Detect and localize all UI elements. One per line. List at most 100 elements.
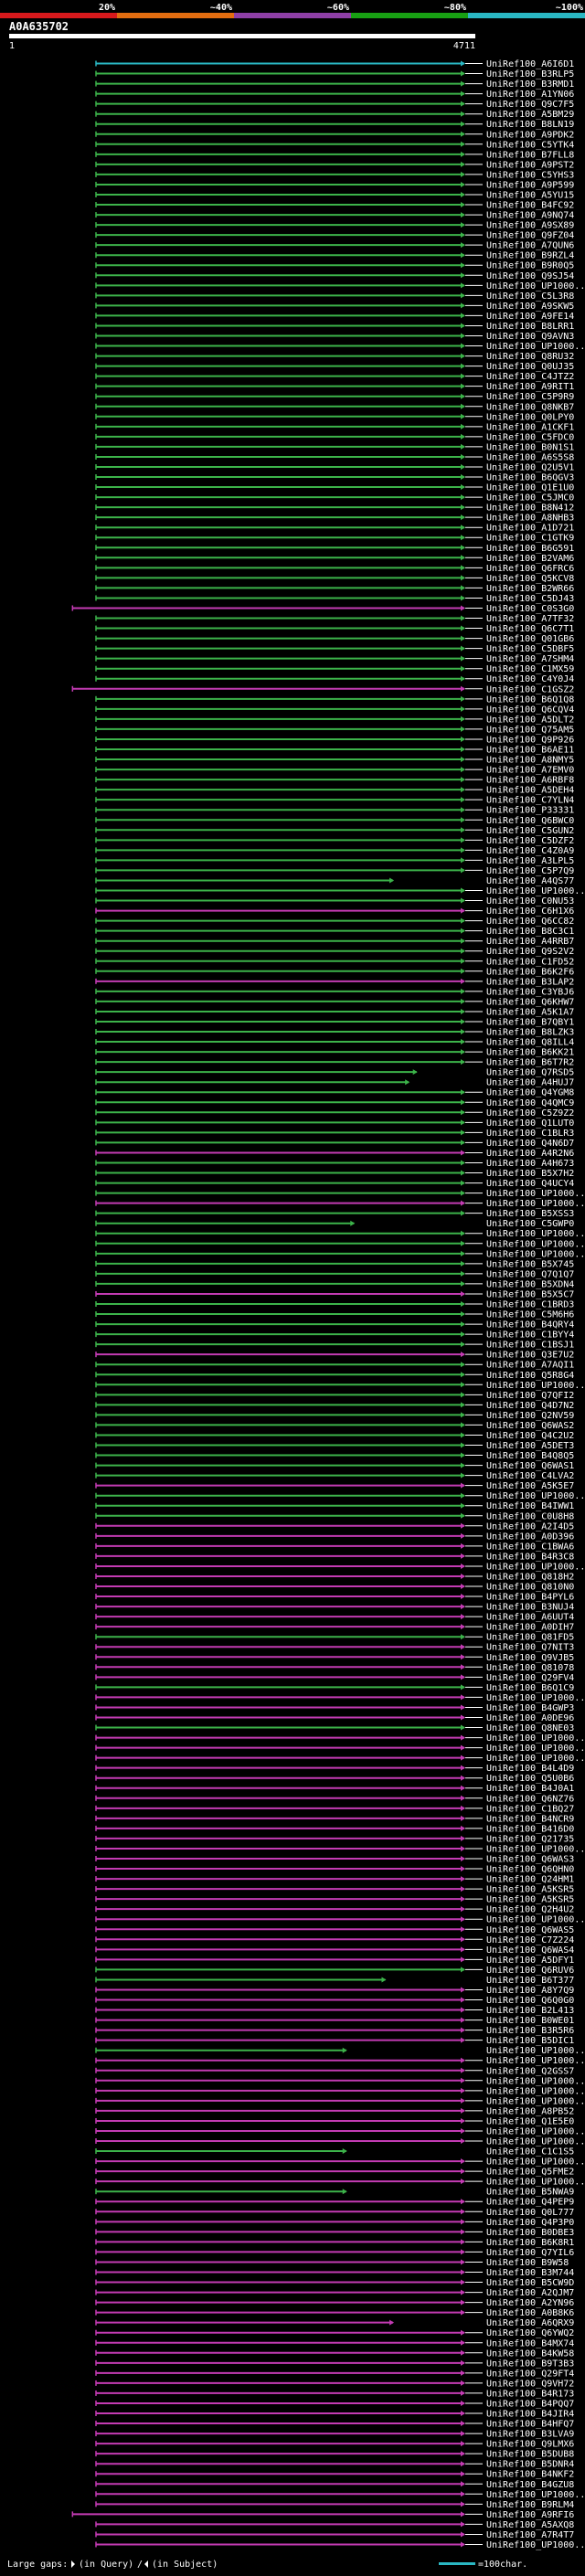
- hit-label[interactable]: UniRef100_Q6KHW7: [486, 997, 574, 1007]
- hit-label[interactable]: UniRef100_C3YBJ6: [486, 987, 574, 997]
- hit-label[interactable]: UniRef100_Q4PEP9: [486, 2198, 574, 2208]
- hit-label[interactable]: UniRef100_UP1000...: [486, 1754, 585, 1764]
- hit-label[interactable]: UniRef100_Q21735: [486, 1834, 574, 1844]
- hit-label[interactable]: UniRef100_Q9AVN3: [486, 332, 574, 342]
- hit-label[interactable]: UniRef100_Q6C7T1: [486, 624, 574, 634]
- hit-label[interactable]: UniRef100_A8NHB3: [486, 514, 574, 524]
- hit-label[interactable]: UniRef100_Q75AM5: [486, 725, 574, 735]
- hit-label[interactable]: UniRef100_Q5FME2: [486, 2168, 574, 2178]
- hit-label[interactable]: UniRef100_B4R3C8: [486, 1552, 574, 1562]
- hit-label[interactable]: UniRef100_B6QGV3: [486, 473, 574, 483]
- hit-label[interactable]: UniRef100_Q8RU32: [486, 352, 574, 362]
- hit-label[interactable]: UniRef100_A2YN96: [486, 2298, 574, 2308]
- hit-label[interactable]: UniRef100_C5L3R8: [486, 292, 574, 302]
- hit-label[interactable]: UniRef100_B9R0Q5: [486, 261, 574, 271]
- hit-label[interactable]: UniRef100_UP1000...: [486, 1915, 585, 1925]
- hit-label[interactable]: UniRef100_C1BSJ1: [486, 1341, 574, 1351]
- hit-label[interactable]: UniRef100_A9RIT1: [486, 382, 574, 392]
- hit-label[interactable]: UniRef100_Q0LPY0: [486, 412, 574, 422]
- hit-label[interactable]: UniRef100_B4MX74: [486, 2338, 574, 2348]
- hit-label[interactable]: UniRef100_A4QS77: [486, 876, 574, 886]
- hit-label[interactable]: UniRef100_UP1000...: [486, 2076, 585, 2086]
- hit-label[interactable]: UniRef100_B3M744: [486, 2268, 574, 2278]
- hit-label[interactable]: UniRef100_A6RBF8: [486, 776, 574, 786]
- hit-label[interactable]: UniRef100_Q1LUT0: [486, 1118, 574, 1129]
- hit-label[interactable]: UniRef100_Q6YWQ2: [486, 2328, 574, 2338]
- hit-label[interactable]: UniRef100_A5KSR5: [486, 1895, 574, 1905]
- hit-label[interactable]: UniRef100_C5FDC0: [486, 432, 574, 442]
- hit-label[interactable]: UniRef100_Q9P926: [486, 735, 574, 745]
- hit-label[interactable]: UniRef100_A5DET3: [486, 1441, 574, 1451]
- hit-label[interactable]: UniRef100_C1GTK9: [486, 534, 574, 544]
- hit-label[interactable]: UniRef100_Q3E7U2: [486, 1351, 574, 1361]
- hit-label[interactable]: UniRef100_UP1000...: [486, 1239, 585, 1249]
- hit-label[interactable]: UniRef100_UP1000...: [486, 2096, 585, 2106]
- hit-label[interactable]: UniRef100_UP1000...: [486, 1844, 585, 1854]
- hit-label[interactable]: UniRef100_B4L4D9: [486, 1764, 574, 1774]
- hit-label[interactable]: UniRef100_B4Q8Q5: [486, 1451, 574, 1461]
- hit-label[interactable]: UniRef100_C6H1X6: [486, 906, 574, 917]
- hit-label[interactable]: UniRef100_C0U8H8: [486, 1511, 574, 1521]
- hit-label[interactable]: UniRef100_UP1000...: [486, 2490, 585, 2500]
- hit-label[interactable]: UniRef100_Q6CQV4: [486, 705, 574, 715]
- hit-label[interactable]: UniRef100_B4KW58: [486, 2348, 574, 2359]
- hit-label[interactable]: UniRef100_C7Z224: [486, 1935, 574, 1945]
- hit-label[interactable]: UniRef100_B4NKF2: [486, 2470, 574, 2480]
- hit-label[interactable]: UniRef100_A7SHM4: [486, 654, 574, 664]
- hit-label[interactable]: UniRef100_A2I4D5: [486, 1521, 574, 1532]
- hit-label[interactable]: UniRef100_B9RZL4: [486, 251, 574, 261]
- hit-label[interactable]: UniRef100_Q0L777: [486, 2208, 574, 2218]
- hit-label[interactable]: UniRef100_C5DJ43: [486, 594, 574, 604]
- hit-label[interactable]: UniRef100_A3LPL5: [486, 856, 574, 866]
- hit-label[interactable]: UniRef100_Q7RSD5: [486, 1068, 574, 1078]
- hit-label[interactable]: UniRef100_C5DBF5: [486, 644, 574, 654]
- hit-label[interactable]: UniRef100_UP1000...: [486, 1249, 585, 1259]
- hit-label[interactable]: UniRef100_A9SKW5: [486, 302, 574, 312]
- hit-label[interactable]: UniRef100_A0B8K6: [486, 2308, 574, 2318]
- hit-label[interactable]: UniRef100_UP1000...: [486, 1381, 585, 1391]
- hit-label[interactable]: UniRef100_UP1000...: [486, 2540, 585, 2550]
- hit-label[interactable]: UniRef100_Q29FT4: [486, 2369, 574, 2379]
- hit-label[interactable]: UniRef100_B5X5C7: [486, 1289, 574, 1299]
- hit-label[interactable]: UniRef100_C1MX59: [486, 664, 574, 674]
- hit-label[interactable]: UniRef100_A9SX89: [486, 221, 574, 231]
- hit-label[interactable]: UniRef100_Q0UJ35: [486, 362, 574, 372]
- hit-label[interactable]: UniRef100_B3RLP5: [486, 69, 574, 80]
- hit-label[interactable]: UniRef100_UP1000...: [486, 2157, 585, 2168]
- hit-label[interactable]: UniRef100_A9PST2: [486, 160, 574, 170]
- hit-label[interactable]: UniRef100_B7QBY1: [486, 1017, 574, 1027]
- hit-label[interactable]: UniRef100_C4Y0J4: [486, 674, 574, 684]
- hit-label[interactable]: UniRef100_Q6WAS4: [486, 1945, 574, 1956]
- hit-label[interactable]: UniRef100_Q6WAS5: [486, 1925, 574, 1935]
- hit-label[interactable]: UniRef100_UP1000...: [486, 2137, 585, 2147]
- hit-label[interactable]: UniRef100_C5M6H6: [486, 1310, 574, 1320]
- hit-label[interactable]: UniRef100_B9T3B3: [486, 2359, 574, 2369]
- hit-label[interactable]: UniRef100_B5XSS3: [486, 1209, 574, 1219]
- hit-label[interactable]: UniRef100_A9NQ74: [486, 211, 574, 221]
- hit-label[interactable]: UniRef100_B9RLM4: [486, 2500, 574, 2510]
- hit-label[interactable]: UniRef100_A9FE14: [486, 312, 574, 322]
- hit-label[interactable]: UniRef100_Q6QHN0: [486, 1865, 574, 1875]
- hit-label[interactable]: UniRef100_B6KK21: [486, 1048, 574, 1058]
- hit-label[interactable]: UniRef100_A1YN06: [486, 90, 574, 100]
- hit-label[interactable]: UniRef100_Q2H4U2: [486, 1905, 574, 1915]
- hit-label[interactable]: UniRef100_Q4P3P0: [486, 2218, 574, 2228]
- hit-label[interactable]: UniRef100_B3R5R6: [486, 2026, 574, 2036]
- hit-label[interactable]: UniRef100_Q6WAS3: [486, 1855, 574, 1865]
- hit-label[interactable]: UniRef100_B3RMD1: [486, 80, 574, 90]
- hit-label[interactable]: UniRef100_B6T7R2: [486, 1058, 574, 1068]
- hit-label[interactable]: UniRef100_B5X745: [486, 1259, 574, 1269]
- hit-label[interactable]: UniRef100_A5KSR5: [486, 1885, 574, 1895]
- hit-label[interactable]: UniRef100_UP1000...: [486, 342, 585, 352]
- hit-label[interactable]: UniRef100_C5P7Q9: [486, 866, 574, 876]
- hit-label[interactable]: UniRef100_A0DE96: [486, 1713, 574, 1723]
- hit-label[interactable]: UniRef100_B0N1S1: [486, 442, 574, 452]
- hit-label[interactable]: UniRef100_B3NUJ4: [486, 1603, 574, 1613]
- hit-label[interactable]: UniRef100_C5Z9Z2: [486, 1108, 574, 1118]
- hit-label[interactable]: UniRef100_Q4N6D7: [486, 1139, 574, 1149]
- hit-label[interactable]: UniRef100_Q2GSS7: [486, 2066, 574, 2076]
- hit-label[interactable]: UniRef100_UP1000...: [486, 1189, 585, 1199]
- hit-label[interactable]: UniRef100_Q81FD5: [486, 1633, 574, 1643]
- hit-label[interactable]: UniRef100_Q7NIT3: [486, 1643, 574, 1653]
- hit-label[interactable]: UniRef100_A5AXQ8: [486, 2520, 574, 2530]
